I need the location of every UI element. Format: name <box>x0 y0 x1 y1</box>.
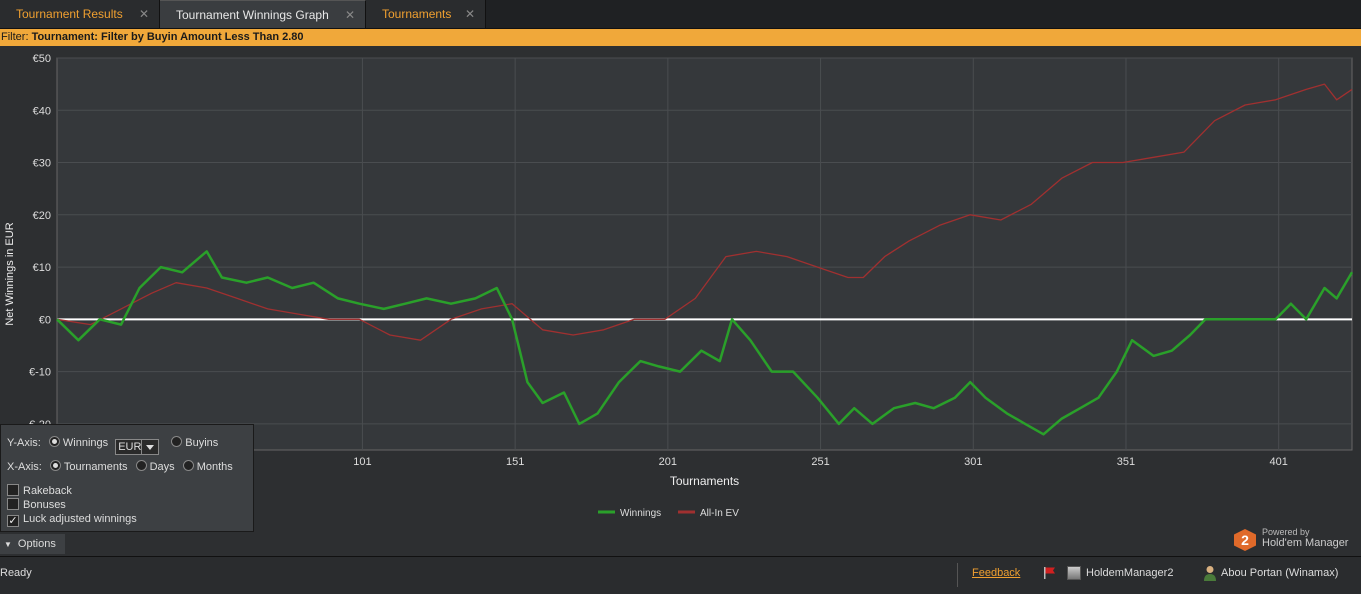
y-tick-label: €30 <box>33 158 51 170</box>
tab-tournament-results[interactable]: Tournament Results ✕ <box>0 0 160 28</box>
x-tick-label: 301 <box>964 456 982 468</box>
winnings-chart: €50€40€30€20€10€0€-10€-20101151201251301… <box>0 46 1361 556</box>
x-tick-label: 351 <box>1117 456 1135 468</box>
y-winnings-radio[interactable] <box>48 436 60 447</box>
y-axis-label: Net Winnings in EUR <box>4 222 16 325</box>
hm2-logo-icon: 2 <box>1234 529 1256 551</box>
chevron-down-icon[interactable] <box>141 440 158 454</box>
y-winnings-label: Winnings <box>62 437 109 449</box>
user-icon <box>1204 566 1216 581</box>
x-days-radio[interactable] <box>135 460 147 471</box>
y-tick-label: €-10 <box>29 367 51 379</box>
rakeback-row[interactable]: Rakeback <box>7 483 72 499</box>
tab-bar: Tournament Results ✕ Tournament Winnings… <box>0 0 1361 29</box>
powered-by-product: Hold'em Manager <box>1262 537 1349 549</box>
chart-svg: €50€40€30€20€10€0€-10€-20101151201251301… <box>4 53 1354 519</box>
currency-select[interactable]: EUR <box>115 439 160 455</box>
y-axis-row: Y-Axis: Winnings EUR Buyins <box>7 435 219 455</box>
series-line <box>56 83 1353 341</box>
bonuses-label: Bonuses <box>23 499 66 511</box>
x-tournaments-radio[interactable] <box>49 460 61 471</box>
y-tick-label: €0 <box>39 314 51 326</box>
luck-adjusted-label: Luck adjusted winnings <box>23 513 137 525</box>
options-button[interactable]: ▼ Options <box>0 534 65 554</box>
x-tick-label: 201 <box>659 456 677 468</box>
status-text: Ready <box>0 567 32 579</box>
tab-label: Tournament Results <box>16 7 123 21</box>
powered-by-text: Powered by <box>1262 527 1310 537</box>
x-tick-label: 101 <box>353 456 371 468</box>
y-tick-label: €40 <box>33 105 51 117</box>
y-axis-label: Y-Axis: <box>7 437 41 449</box>
close-icon[interactable]: ✕ <box>344 8 355 22</box>
x-axis-label: Tournaments <box>670 474 739 488</box>
close-icon[interactable]: ✕ <box>138 7 149 21</box>
legend-entry: Winnings <box>620 508 661 519</box>
x-tick-label: 251 <box>811 456 829 468</box>
chevron-down-icon: ▼ <box>4 540 12 549</box>
status-bar: Ready Feedback HoldemManager2 Abou Porta… <box>0 556 1361 594</box>
x-tick-label: 151 <box>506 456 524 468</box>
x-days-label: Days <box>149 461 175 473</box>
tab-label: Tournament Winnings Graph <box>176 8 329 22</box>
close-icon[interactable]: ✕ <box>464 7 475 21</box>
y-tick-label: €20 <box>33 210 51 222</box>
y-buyins-radio[interactable] <box>171 436 183 447</box>
series-line <box>56 250 1354 436</box>
user-account: Abou Portan (Winamax) <box>1221 567 1339 579</box>
luck-adjusted-checkbox[interactable]: ✓ <box>7 515 19 527</box>
y-buyins-label: Buyins <box>185 437 219 449</box>
y-tick-label: €10 <box>33 262 51 274</box>
feedback-link[interactable]: Feedback <box>972 567 1021 579</box>
x-tick-label: 401 <box>1270 456 1288 468</box>
x-axis-label: X-Axis: <box>7 461 42 473</box>
luck-adjusted-row[interactable]: ✓ Luck adjusted winnings <box>7 511 137 527</box>
y-tick-label: €50 <box>33 53 51 65</box>
x-months-label: Months <box>196 461 233 473</box>
status-divider <box>957 563 958 587</box>
database-icon <box>1067 566 1081 580</box>
x-axis-row: X-Axis: Tournaments Days Months <box>7 459 233 475</box>
x-tournaments-label: Tournaments <box>63 461 128 473</box>
rakeback-checkbox[interactable] <box>7 484 19 496</box>
x-months-radio[interactable] <box>182 460 194 471</box>
currency-value: EUR <box>118 441 142 453</box>
plot-area <box>56 57 1353 451</box>
tab-tournament-winnings-graph[interactable]: Tournament Winnings Graph ✕ <box>160 0 366 28</box>
tab-tournaments[interactable]: Tournaments ✕ <box>366 0 486 28</box>
legend-entry: All-In EV <box>700 508 739 519</box>
filter-bar: Filter: Tournament: Filter by Buyin Amou… <box>0 29 1361 46</box>
app-name: HoldemManager2 <box>1086 567 1174 579</box>
rakeback-label: Rakeback <box>23 485 72 497</box>
tab-label: Tournaments <box>382 7 452 21</box>
filter-prefix: Filter: <box>1 31 29 43</box>
bonuses-checkbox[interactable] <box>7 498 19 510</box>
bonuses-row[interactable]: Bonuses <box>7 497 66 513</box>
filter-text: Tournament: Filter by Buyin Amount Less … <box>31 31 304 43</box>
options-panel: Y-Axis: Winnings EUR Buyins X-Axis: Tour… <box>0 424 254 532</box>
flag-icon[interactable] <box>1043 566 1057 580</box>
options-button-label: Options <box>17 538 56 550</box>
